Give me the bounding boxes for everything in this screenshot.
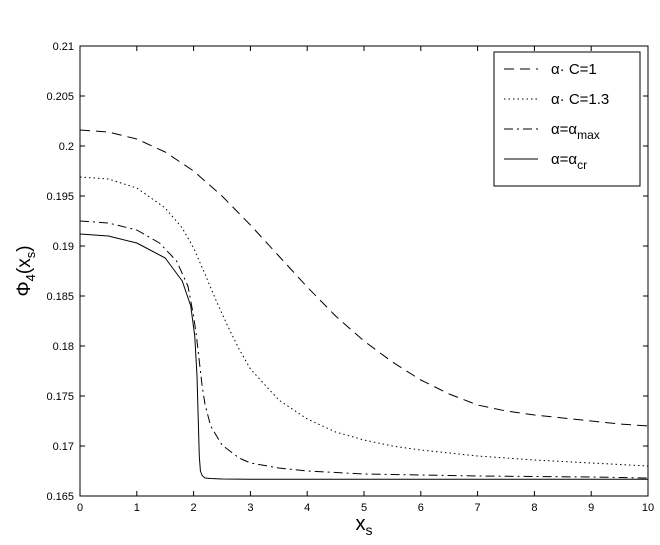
series-line-c1 <box>79 129 649 427</box>
x-tick-label: 10 <box>642 502 654 514</box>
y-tick-label: 0.2 <box>59 141 74 153</box>
y-tick: 0.185 <box>46 291 648 303</box>
y-tick: 0.165 <box>46 491 648 503</box>
y-tick-label: 0.19 <box>53 241 74 253</box>
x-tick: 10 <box>642 46 654 514</box>
legend-label: α· C=1 <box>551 61 597 78</box>
legend-entry-ccr: α=αcr <box>504 151 587 172</box>
y-tick: 0.21 <box>53 41 648 53</box>
y-tick-label: 0.195 <box>46 191 74 203</box>
x-tick: 7 <box>475 46 481 514</box>
x-tick-label: 5 <box>361 502 367 514</box>
legend-entry-c1: α· C=1 <box>504 61 597 78</box>
x-tick-label: 9 <box>588 502 594 514</box>
y-tick-label: 0.18 <box>53 341 74 353</box>
legend: α· C=1 α· C=1.3 α=αmax α=αcr <box>493 51 641 187</box>
legend-label: α=αcr <box>551 151 587 172</box>
y-axis-label: Φ4(xs) <box>14 245 38 296</box>
x-tick: 1 <box>134 46 140 514</box>
x-tick: 2 <box>191 46 197 514</box>
x-tick-label: 7 <box>475 502 481 514</box>
y-tick-label: 0.17 <box>53 441 74 453</box>
legend-entries: α· C=1 α· C=1.3 α=αmax α=αcr <box>504 61 609 172</box>
y-tick: 0.18 <box>53 341 648 353</box>
legend-box <box>493 51 641 187</box>
y-tick-label: 0.205 <box>46 91 74 103</box>
x-tick-label: 3 <box>247 502 253 514</box>
series-line-ccr <box>79 233 648 480</box>
y-tick: 0.17 <box>53 441 648 453</box>
x-tick: 3 <box>247 46 253 514</box>
legend-entry-cmax: α=αmax <box>504 121 600 142</box>
x-tick-label: 2 <box>191 502 197 514</box>
x-tick-label: 1 <box>134 502 140 514</box>
y-tick: 0.2 <box>59 141 648 153</box>
x-axis-label: xs <box>356 513 373 538</box>
x-tick: 8 <box>531 46 537 514</box>
series-line-c13 <box>79 176 649 467</box>
y-tick-label: 0.175 <box>46 391 74 403</box>
y-tick: 0.19 <box>53 241 648 253</box>
y-tick: 0.205 <box>46 91 648 103</box>
series-line-cmax <box>79 220 649 479</box>
x-tick-label: 8 <box>531 502 537 514</box>
y-tick-label: 0.165 <box>46 491 74 503</box>
y-tick-label: 0.185 <box>46 291 74 303</box>
y-tick-label: 0.21 <box>53 41 74 53</box>
x-tick: 0 <box>77 46 83 514</box>
y-tick: 0.195 <box>46 191 648 203</box>
x-tick: 5 <box>361 46 367 514</box>
legend-label: α· C=1.3 <box>551 91 609 108</box>
legend-entry-c13: α· C=1.3 <box>504 91 609 108</box>
y-tick: 0.175 <box>46 391 648 403</box>
series-layer <box>79 129 649 480</box>
x-tick: 6 <box>418 46 424 514</box>
x-tick: 4 <box>304 46 310 514</box>
ticks-layer: 0 1 2 3 4 5 6 7 8 9 10 0.165 0.17 0.175 0.18 0.185 0.19 0… <box>46 41 654 514</box>
x-tick: 9 <box>588 46 594 514</box>
legend-label: α=αmax <box>551 121 600 142</box>
x-tick-label: 6 <box>418 502 424 514</box>
x-tick-label: 4 <box>304 502 310 514</box>
x-tick-label: 0 <box>77 502 83 514</box>
